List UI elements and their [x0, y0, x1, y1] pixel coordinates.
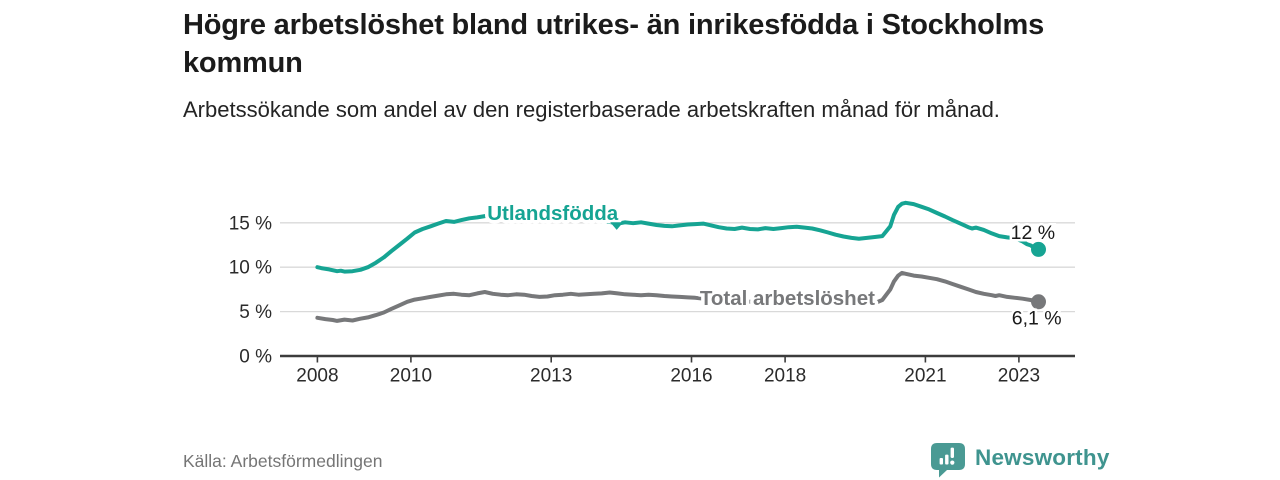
- page-title: Högre arbetslöshet bland utrikes- än inr…: [183, 9, 1045, 79]
- x-tick-label: 2008: [296, 366, 338, 387]
- source-note: Källa: Arbetsförmedlingen: [183, 451, 383, 471]
- series-end-value-utlandsfodda: 12 %: [1011, 222, 1055, 244]
- page-subtitle: Arbetssökande som andel av den registerb…: [183, 97, 1000, 122]
- series-line-utlandsfodda: [315, 200, 1041, 274]
- x-tick-label: 2021: [904, 366, 946, 387]
- series-line-total: [315, 270, 1041, 323]
- series-end-dot-utlandsfodda: [1031, 241, 1046, 257]
- x-tick-label: 2023: [998, 366, 1040, 387]
- x-tick-label: 2013: [530, 366, 572, 387]
- brand-name: Newsworthy: [975, 445, 1110, 470]
- y-tick-label: 10 %: [229, 258, 272, 279]
- x-tick-label: 2018: [764, 366, 806, 387]
- chart-header: Högre arbetslöshet bland utrikes- än inr…: [183, 2, 1083, 127]
- label-pointer-arrow-icon: [610, 222, 624, 230]
- x-tick-label: 2016: [670, 366, 712, 387]
- unemployment-line-chart: 2008 2010 2013 2016 2018 2021 2023 0 % 5 % 10 % 15…: [229, 198, 1075, 387]
- series-end-dot-total: [1031, 294, 1046, 310]
- chart-area: 2008 2010 2013 2016 2018 2021 2023 0 % 5 % 10 % 15…: [180, 183, 1100, 398]
- series-label-total: Total arbetslöshet: [700, 287, 875, 310]
- series-end-value-total: 6,1 %: [1012, 308, 1062, 330]
- series-label-utlandsfodda: Utlandsfödda: [487, 202, 619, 225]
- y-tick-label: 0 %: [239, 347, 272, 368]
- newsworthy-bubble-chart-icon: [931, 443, 965, 478]
- x-tick-label: 2010: [390, 366, 432, 387]
- y-tick-label: 15 %: [229, 213, 272, 234]
- y-tick-label: 5 %: [239, 302, 272, 323]
- newsworthy-logo: Newsworthy: [931, 443, 1110, 478]
